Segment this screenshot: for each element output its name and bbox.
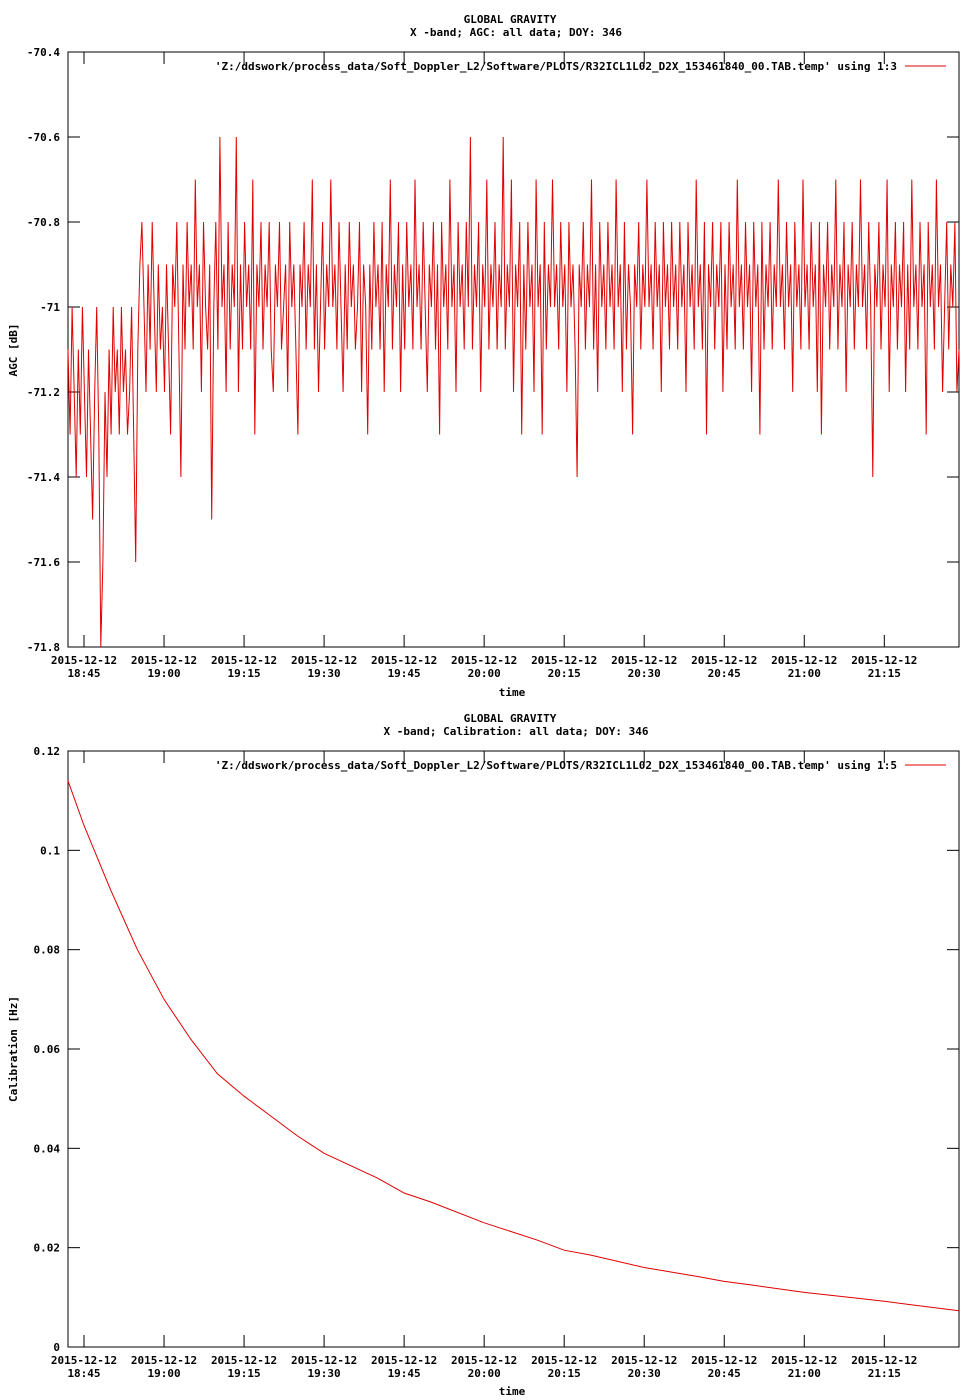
x-tick-date: 2015-12-12 [851,1354,917,1367]
chart-subtitle: X -band; Calibration: all data; DOY: 346 [384,725,649,738]
x-tick-time: 19:30 [308,667,341,680]
x-tick-date: 2015-12-12 [611,1354,677,1367]
x-tick-time: 20:30 [628,1367,661,1380]
y-tick-label: -71.4 [27,471,60,484]
x-tick-time: 20:15 [548,1367,581,1380]
x-tick-date: 2015-12-12 [51,654,117,667]
x-axis-label: time [499,1385,526,1398]
x-tick-time: 20:30 [628,667,661,680]
x-tick-date: 2015-12-12 [771,1354,837,1367]
y-tick-label: 0.06 [34,1043,61,1056]
agc-chart: GLOBAL GRAVITY X -band; AGC: all data; D… [7,13,960,699]
y-tick-label: 0.08 [34,944,61,957]
chart-title: GLOBAL GRAVITY [464,13,557,26]
plot-frame [67,750,960,1348]
x-tick-time: 20:45 [708,667,741,680]
y-tick-label: -70.8 [27,216,60,229]
x-tick-time: 20:45 [708,1367,741,1380]
x-tick-date: 2015-12-12 [691,1354,757,1367]
series-line [67,136,960,648]
x-tick-date: 2015-12-12 [131,1354,197,1367]
x-tick-time: 21:00 [788,1367,821,1380]
x-tick-date: 2015-12-12 [211,1354,277,1367]
y-axis-label: AGC [dB] [7,324,20,377]
x-tick-time: 19:15 [228,1367,261,1380]
y-tick-label: 0.12 [34,745,61,758]
legend-label: 'Z:/ddswork/process_data/Soft_Doppler_L2… [215,759,897,772]
y-ticks: 0.12 0.1 0.08 0.06 0.04 0.02 0 [34,745,959,1354]
y-tick-label: -71.2 [27,386,60,399]
y-tick-label: -70.6 [27,131,60,144]
x-tick-time: 19:45 [388,667,421,680]
x-tick-date: 2015-12-12 [51,1354,117,1367]
chart-subtitle: X -band; AGC: all data; DOY: 346 [410,26,622,39]
y-tick-label: -71.6 [27,556,60,569]
x-tick-date: 2015-12-12 [451,654,517,667]
x-tick-date: 2015-12-12 [211,654,277,667]
calibration-chart: GLOBAL GRAVITY X -band; Calibration: all… [7,712,960,1398]
y-axis-label: Calibration [Hz] [7,996,20,1102]
x-tick-time: 21:15 [868,667,901,680]
x-tick-time: 19:00 [147,1367,180,1380]
x-axis-label: time [499,686,526,699]
legend-label: 'Z:/ddswork/process_data/Soft_Doppler_L2… [215,60,897,73]
x-tick-time: 20:15 [548,667,581,680]
y-tick-label: -71 [40,301,60,314]
x-tick-date: 2015-12-12 [451,1354,517,1367]
chart-title: GLOBAL GRAVITY [464,712,557,725]
x-tick-time: 21:00 [788,667,821,680]
x-tick-date: 2015-12-12 [131,654,197,667]
y-tick-label: -71.8 [27,641,60,654]
x-tick-date: 2015-12-12 [771,654,837,667]
x-tick-date: 2015-12-12 [531,1354,597,1367]
x-tick-date: 2015-12-12 [291,1354,357,1367]
x-tick-time: 21:15 [868,1367,901,1380]
series-line [67,780,960,1312]
x-tick-date: 2015-12-12 [291,654,357,667]
y-tick-label: 0.1 [40,844,60,857]
x-tick-time: 18:45 [67,1367,100,1380]
legend: 'Z:/ddswork/process_data/Soft_Doppler_L2… [215,759,946,772]
y-tick-label: 0.02 [34,1242,61,1255]
x-ticks: 2015-12-1218:452015-12-1219:002015-12-12… [51,751,917,1380]
x-tick-date: 2015-12-12 [371,1354,437,1367]
x-tick-time: 20:00 [468,667,501,680]
x-ticks: 2015-12-1218:452015-12-1219:002015-12-12… [51,52,917,680]
x-tick-date: 2015-12-12 [851,654,917,667]
series-calibration [67,780,960,1312]
x-tick-date: 2015-12-12 [611,654,677,667]
y-tick-label: 0.04 [34,1142,61,1155]
x-tick-time: 20:00 [468,1367,501,1380]
legend: 'Z:/ddswork/process_data/Soft_Doppler_L2… [215,60,946,73]
x-tick-time: 19:00 [147,667,180,680]
x-tick-time: 19:15 [228,667,261,680]
y-ticks: -70.4 -70.6 -70.8 -71 -71.2 -71.4 -71.6 -71.8 [27,46,959,654]
x-tick-time: 18:45 [67,667,100,680]
x-tick-time: 19:30 [308,1367,341,1380]
x-tick-date: 2015-12-12 [371,654,437,667]
y-tick-label: 0 [53,1341,60,1354]
x-tick-date: 2015-12-12 [691,654,757,667]
x-tick-date: 2015-12-12 [531,654,597,667]
x-tick-time: 19:45 [388,1367,421,1380]
series-agc [67,136,960,648]
y-tick-label: -70.4 [27,46,60,59]
